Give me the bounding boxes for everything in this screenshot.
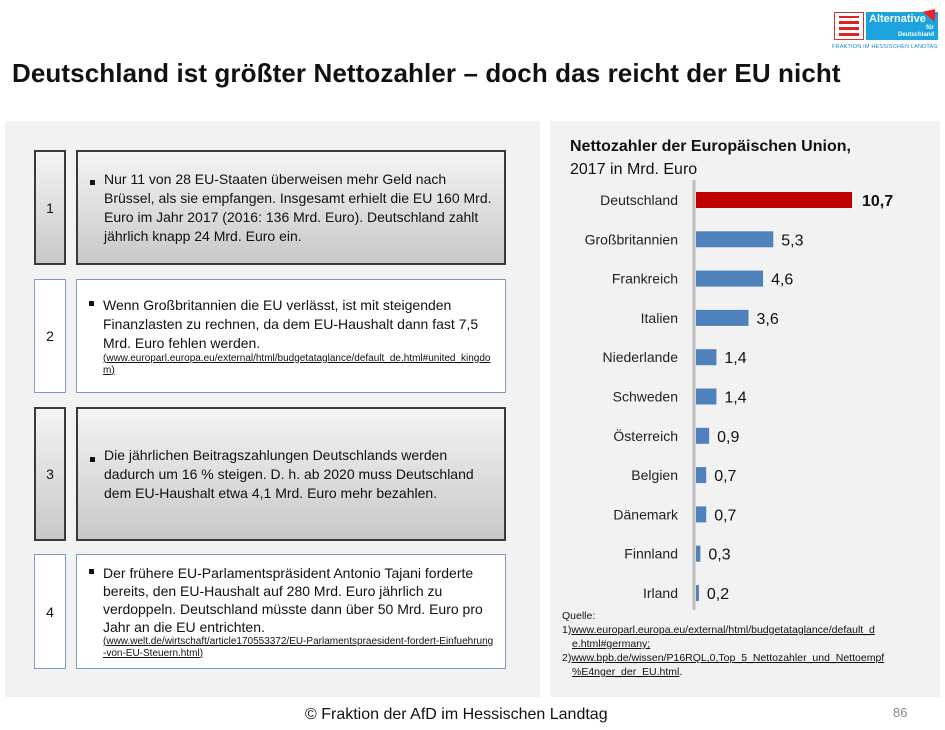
item-number: 4 [46, 603, 54, 620]
chart-title: Nettozahler der Europäischen Union, [570, 138, 851, 155]
source-link-1-cont[interactable]: e.html#germany; [572, 638, 651, 650]
bar-großbritannien [696, 231, 774, 248]
item-number-box: 4 [34, 554, 66, 669]
item-source-link[interactable]: www.welt.de/wirtschaft/article170553372/… [103, 635, 494, 659]
item-text-box: Der frühere EU-Parlamentspräsident Anton… [76, 554, 506, 669]
item-text-box: Nur 11 von 28 EU-Staaten überweisen mehr… [76, 150, 506, 265]
bullet-icon [89, 301, 94, 306]
bar-belgien [696, 467, 707, 484]
value-label: 0,7 [714, 468, 736, 485]
value-label: 10,7 [862, 193, 893, 210]
source-link-2-cont[interactable]: %E4nger_der_EU.html [572, 666, 680, 678]
item-text: Die jährlichen Beitragszahlungen Deutsch… [104, 446, 474, 501]
item-number-box: 2 [34, 279, 66, 393]
item-text: Der frühere EU-Parlamentspräsident Anton… [103, 564, 483, 635]
category-label: Italien [641, 310, 678, 326]
category-label: Belgien [631, 467, 678, 483]
category-label: Deutschland [600, 192, 678, 208]
value-label: 0,2 [707, 586, 729, 603]
bullet-icon [89, 569, 94, 574]
category-label: Österreich [613, 427, 678, 444]
bar-italien [696, 309, 749, 326]
item-number-box: 3 [34, 407, 66, 541]
afd-logo: Alternative für Deutschland FRAKTION IM … [832, 4, 942, 54]
category-label: Dänemark [613, 506, 679, 522]
category-label: Niederlande [603, 349, 679, 365]
source-prefix: 2) [562, 652, 572, 664]
category-label: Schweden [613, 389, 678, 405]
value-label: 0,3 [708, 547, 730, 564]
category-label: Großbritannien [585, 231, 678, 247]
sources-block: Quelle: 1)www.europarl.europa.eu/externa… [562, 609, 932, 679]
hessen-coat-of-arms-icon [834, 12, 864, 40]
sources-heading: Quelle: [562, 610, 596, 622]
brand-line3: Deutschland [897, 32, 934, 38]
item-text: Nur 11 von 28 EU-Staaten überweisen mehr… [104, 170, 492, 244]
item-text: Wenn Großbritannien die EU verlässt, ist… [103, 296, 479, 351]
item-text-box: Wenn Großbritannien die EU verlässt, ist… [76, 279, 506, 393]
bar-finnland [696, 545, 701, 562]
item-number: 1 [46, 199, 54, 216]
category-label: Finnland [624, 546, 678, 562]
bar-irland [696, 585, 699, 601]
bar-niederlande [696, 349, 717, 366]
bar-chart: Deutschland 10,7 Großbritannien 5,3 Frankrei… [585, 180, 893, 610]
footer-copyright: © Fraktion der AfD im Hessischen Landtag [305, 706, 608, 723]
value-label: 0,7 [714, 507, 736, 524]
item-text-box: Die jährlichen Beitragszahlungen Deutsch… [76, 407, 506, 541]
bullet-icon [90, 180, 95, 185]
brand-line1: Alternative [869, 13, 926, 25]
value-label: 5,3 [781, 232, 803, 249]
value-label: 0,9 [717, 429, 739, 446]
source-link-2[interactable]: www.bpb.de/wissen/P16RQL,0,Top_5_Nettoza… [571, 652, 885, 664]
page-title: Deutschland ist größter Nettozahler – do… [12, 58, 841, 88]
brand-box: Alternative für Deutschland [866, 12, 938, 40]
bar-schweden [696, 388, 717, 405]
page-number: 86 [893, 705, 908, 720]
item-number: 2 [46, 328, 54, 344]
category-label: Frankreich [612, 271, 678, 287]
item-number: 3 [46, 466, 54, 482]
brand-line2: für [926, 25, 934, 31]
value-label: 1,4 [724, 350, 746, 367]
bullet-icon [90, 457, 95, 462]
bar-dänemark [696, 506, 707, 523]
item-source-link[interactable]: www.europarl.europa.eu/external/html/bud… [103, 352, 491, 376]
source-prefix: 1) [562, 624, 572, 636]
chart-panel [550, 121, 940, 697]
value-label: 4,6 [771, 272, 793, 289]
source-link-1[interactable]: www.europarl.europa.eu/external/html/bud… [571, 624, 875, 636]
bar-österreich [696, 427, 710, 444]
value-label: 1,4 [724, 390, 746, 407]
bar-deutschland [696, 192, 852, 208]
logo-subtitle: FRAKTION IM HESSISCHEN LANDTAG [832, 44, 938, 50]
source-suffix: . [679, 666, 683, 678]
value-label: 3,6 [756, 311, 778, 328]
bar-frankreich [696, 270, 764, 287]
item-number-box: 1 [34, 150, 66, 265]
chart-subtitle: 2017 in Mrd. Euro [570, 161, 698, 178]
category-label: Irland [643, 585, 678, 601]
